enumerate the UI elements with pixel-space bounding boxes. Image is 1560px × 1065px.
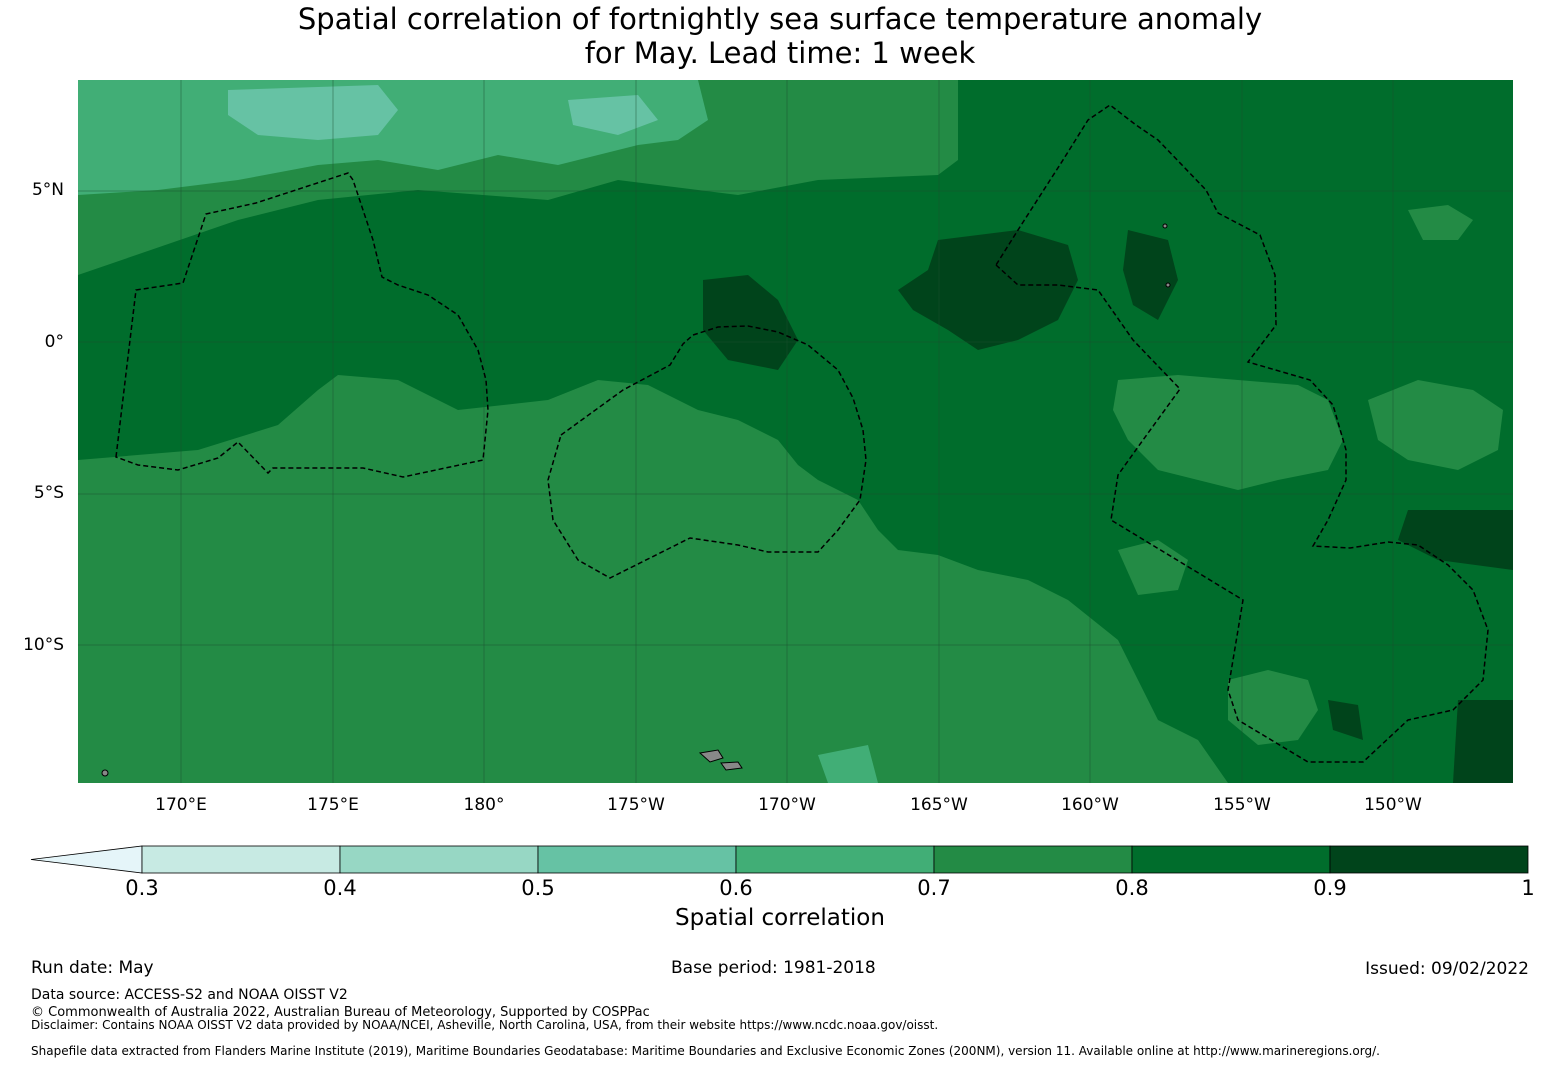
lon-label-170w: 170°W	[758, 795, 816, 815]
field-class-0.9-1	[703, 230, 1513, 783]
colorbar-label: Spatial correlation	[675, 905, 885, 931]
colorbar-cell-0.3-0.4	[141, 845, 341, 874]
cbar-tick-0.3: 0.3	[125, 876, 159, 900]
lat-label-5n: 5°N	[31, 180, 64, 200]
title-line-1: Spatial correlation of fortnightly sea s…	[297, 2, 1263, 36]
field-class-0.5-0.6	[228, 85, 658, 140]
colorbar-cell-0.8-0.9	[1131, 845, 1331, 874]
title-line-2: for May. Lead time: 1 week	[584, 36, 976, 70]
issued-date: Issued: 09/02/2022	[1365, 959, 1529, 979]
lon-label-175e: 175°E	[307, 795, 359, 815]
cbar-tick-0.6: 0.6	[719, 876, 753, 900]
cbar-tick-0.9: 0.9	[1313, 876, 1347, 900]
cbar-tick-0.7: 0.7	[917, 876, 951, 900]
correlation-map	[78, 80, 1513, 783]
disclaimer: Disclaimer: Contains NOAA OISST V2 data …	[31, 1018, 939, 1032]
cbar-tick-1: 1	[1521, 876, 1535, 900]
graticule	[78, 80, 1513, 783]
colorbar-cell-0.7-0.8	[933, 845, 1133, 874]
cbar-tick-0.8: 0.8	[1115, 876, 1149, 900]
lon-label-160w: 160°W	[1061, 795, 1119, 815]
colorbar-cell-0.9-1	[1329, 845, 1529, 874]
base-period: Base period: 1981-2018	[671, 958, 876, 978]
copyright: © Commonwealth of Australia 2022, Austra…	[31, 1005, 650, 1020]
lon-label-155w: 155°W	[1213, 795, 1271, 815]
field-class-0.7-0.8	[78, 80, 1503, 783]
lat-label-0: 0°	[44, 332, 64, 352]
eez-boundaries	[115, 104, 1489, 763]
lon-label-165w: 165°W	[910, 795, 968, 815]
lon-label-175w: 175°W	[607, 795, 665, 815]
colorbar-cell-0.6-0.7	[735, 845, 935, 874]
colorbar	[30, 845, 1529, 874]
colorbar-under-triangle	[30, 845, 143, 874]
cbar-tick-0.4: 0.4	[323, 876, 357, 900]
lat-label-5s: 5°S	[33, 483, 64, 503]
run-date: Run date: May	[31, 958, 154, 978]
shapefile-credit: Shapefile data extracted from Flanders M…	[31, 1044, 1380, 1058]
cbar-tick-0.5: 0.5	[521, 876, 555, 900]
map-title: Spatial correlation of fortnightly sea s…	[0, 2, 1560, 70]
lat-label-10s: 10°S	[23, 635, 64, 655]
colorbar-cell-0.5-0.6	[537, 845, 737, 874]
colorbar-cell-0.4-0.5	[339, 845, 539, 874]
lon-label-150w: 150°W	[1364, 795, 1422, 815]
lon-label-180: 180°	[463, 795, 505, 815]
data-source: Data source: ACCESS-S2 and NOAA OISST V2	[31, 987, 348, 1003]
islands	[101, 223, 1171, 777]
lon-label-170e: 170°E	[155, 795, 207, 815]
